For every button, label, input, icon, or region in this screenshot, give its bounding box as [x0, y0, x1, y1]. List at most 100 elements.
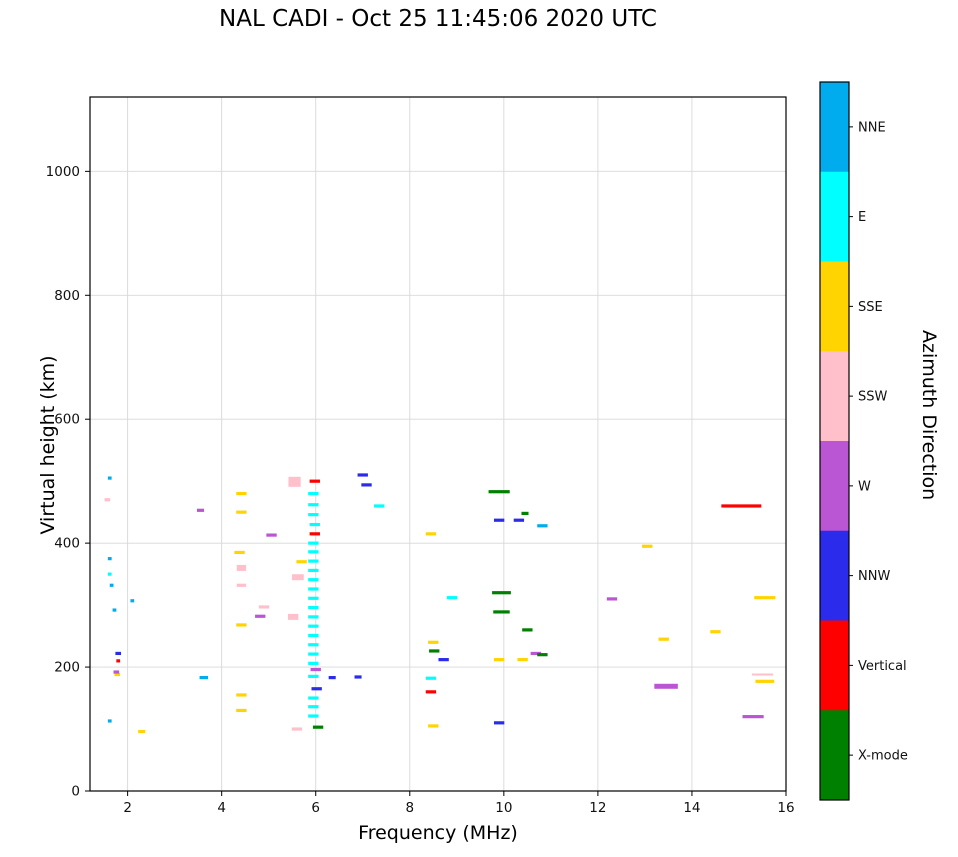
series-sse [114, 491, 776, 734]
data-point [755, 679, 775, 683]
data-point [438, 658, 449, 662]
colorbar-segment-nnw [820, 530, 849, 621]
data-point [288, 476, 301, 487]
data-point [446, 596, 458, 600]
data-point [310, 667, 321, 672]
colorbar-segment-sse [820, 261, 849, 352]
data-point [308, 578, 319, 582]
data-point [266, 533, 277, 537]
colorbar-tick-label: SSW [858, 390, 888, 405]
y-tick-label: 800 [54, 288, 80, 304]
data-point [374, 504, 385, 508]
data-point [428, 724, 439, 728]
data-point [236, 708, 247, 713]
y-tick-label: 0 [71, 784, 80, 800]
data-point [236, 564, 247, 571]
colorbar-segment-ssw [820, 351, 849, 442]
data-points [104, 473, 776, 734]
data-point [308, 652, 319, 656]
colorbar-segment-w [820, 441, 849, 532]
data-point [107, 557, 112, 561]
data-point [112, 608, 117, 612]
data-point [308, 605, 319, 610]
colorbar-tick-label: X-mode [858, 749, 908, 764]
colorbar-segment-x-mode [820, 710, 849, 801]
colorbar-segment-vertical [820, 620, 849, 711]
data-point [138, 729, 146, 734]
series-w [113, 508, 764, 719]
data-point [354, 675, 362, 679]
data-point [429, 649, 440, 653]
x-tick-label: 16 [777, 800, 794, 816]
x-tick-label: 4 [217, 800, 226, 816]
colorbar-segment-nne [820, 82, 849, 173]
data-point [493, 610, 510, 614]
data-point [255, 614, 266, 618]
data-point [104, 498, 111, 502]
data-point [309, 522, 320, 527]
data-point [130, 599, 135, 603]
data-point [308, 674, 319, 678]
data-point [742, 715, 764, 719]
data-point [308, 624, 319, 628]
data-point [107, 572, 112, 576]
colorbar-label: Azimuth Direction [918, 330, 940, 501]
y-tick-label: 400 [54, 536, 80, 552]
data-point [751, 673, 774, 676]
data-point [196, 508, 205, 512]
data-point [308, 587, 319, 591]
data-point [721, 504, 762, 508]
x-tick-label: 2 [123, 800, 132, 816]
data-point [492, 591, 511, 595]
colorbar-tick-label: Vertical [858, 659, 907, 674]
data-point [308, 633, 319, 638]
data-point [530, 651, 541, 656]
data-point [308, 643, 319, 647]
data-point [236, 693, 247, 697]
data-point [308, 705, 319, 709]
data-point [522, 628, 533, 632]
data-point [308, 714, 319, 718]
x-tick-label: 14 [683, 800, 700, 816]
axis-ticks: 2 4 6 8 10 12 14 16 0 200 400 600 800 1000 [46, 164, 795, 816]
data-point [107, 719, 112, 723]
data-point [521, 511, 529, 515]
data-point [654, 683, 678, 689]
data-point [425, 532, 437, 536]
data-point [308, 513, 319, 517]
data-point [658, 637, 669, 641]
series-x-mode [312, 490, 548, 729]
data-point [308, 559, 319, 563]
data-point [308, 596, 319, 600]
x-tick-label: 10 [495, 800, 512, 816]
data-point [234, 550, 245, 555]
data-point [296, 560, 307, 564]
y-tick-label: 200 [54, 660, 80, 676]
data-point [425, 676, 437, 680]
data-point [309, 479, 320, 483]
data-point [308, 491, 319, 496]
data-point [236, 510, 247, 514]
x-tick-label: 12 [589, 800, 606, 816]
data-point [513, 518, 525, 522]
chart-title: NAL CADI - Oct 25 11:45:06 2020 UTC [219, 6, 657, 32]
data-point [493, 721, 505, 725]
y-tick-label: 600 [54, 412, 80, 428]
data-point [537, 653, 548, 657]
data-point [537, 524, 548, 528]
series-e [107, 491, 458, 718]
data-point [113, 670, 120, 674]
data-point [754, 596, 776, 600]
data-point [114, 672, 121, 677]
data-point [425, 690, 437, 694]
x-tick-label: 6 [311, 800, 320, 816]
data-point [493, 518, 505, 522]
data-point [328, 676, 336, 680]
data-point [236, 491, 247, 496]
colorbar-tick-label: NNW [858, 569, 890, 584]
data-point [308, 615, 319, 619]
data-point [308, 503, 319, 507]
data-point [606, 597, 618, 601]
data-point [116, 659, 121, 663]
